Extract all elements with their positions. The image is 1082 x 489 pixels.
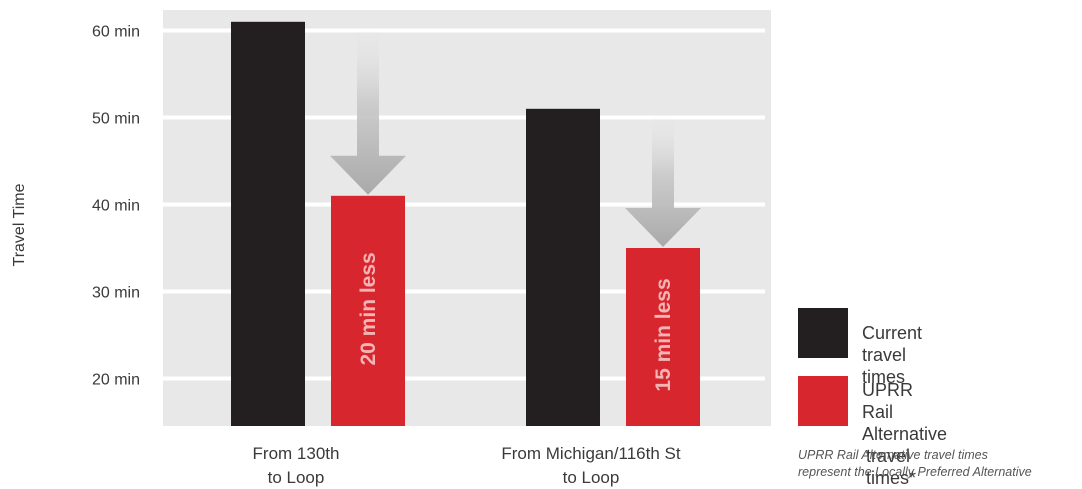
footnote-line2: represent the Locally Preferred Alternat…: [798, 465, 1032, 479]
legend-label-alternative: UPRR Rail Alternative travel times*: [862, 379, 947, 489]
x-category-label: to Loop: [268, 468, 325, 487]
bar-current: [231, 21, 305, 427]
bar-alternative: [626, 248, 700, 426]
y-tick-label: 30 min: [92, 285, 140, 302]
x-category-label: to Loop: [563, 468, 620, 487]
legend-swatch-current: [798, 308, 848, 358]
y-tick-label: 60 min: [92, 24, 140, 41]
legend-label-current: Current travel times: [862, 323, 923, 387]
x-axis-labels: From 130th to Loop From Michigan/116th St t…: [253, 444, 681, 487]
legend-label-alternative-line2: travel times*: [866, 446, 917, 488]
y-axis-label: Travel Time: [11, 183, 28, 266]
bar-alternative: [331, 195, 405, 426]
reduction-arrow: [625, 114, 701, 247]
reduction-arrow: [330, 27, 406, 195]
x-category-label: From 130th: [253, 444, 340, 463]
bar-current: [526, 108, 600, 427]
reduction-arrows: [330, 27, 701, 247]
y-tick-label: 50 min: [92, 111, 140, 128]
y-tick-label: 40 min: [92, 198, 140, 215]
reduction-label: 20 min less: [357, 252, 380, 365]
footnote-line1: UPRR Rail Alternative travel times: [798, 448, 988, 462]
bars: 20 min less 15 min less: [231, 21, 700, 427]
reduction-label: 15 min less: [652, 278, 675, 391]
y-axis-ticks: 20 min 30 min 40 min 50 min 60 min: [92, 24, 140, 389]
footnote: UPRR Rail Alternative travel times repre…: [798, 447, 1082, 481]
x-category-label: From Michigan/116th St: [501, 444, 680, 463]
y-tick-label: 20 min: [92, 372, 140, 389]
legend-label-alternative-line1: UPRR Rail Alternative: [862, 380, 948, 444]
legend-swatch-alternative: [798, 376, 848, 426]
